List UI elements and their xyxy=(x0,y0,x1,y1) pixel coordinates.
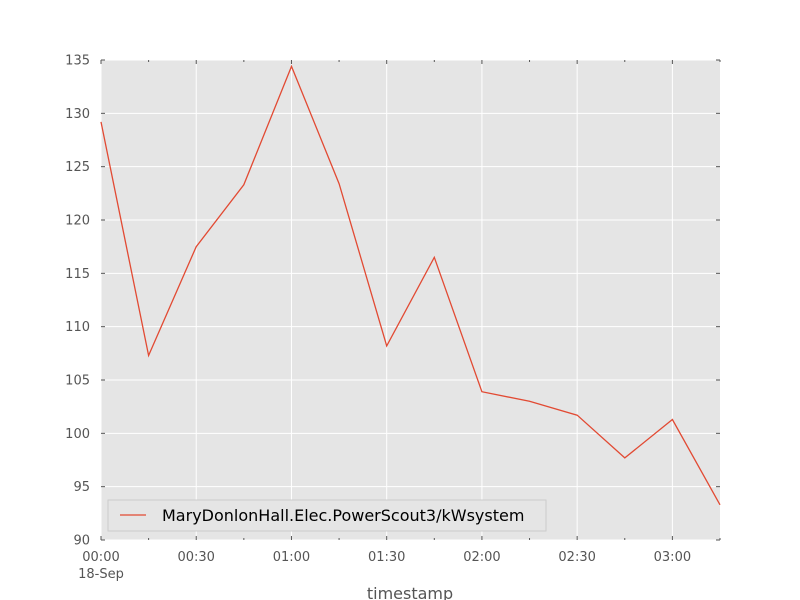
x-tick-label: 02:00 xyxy=(463,550,500,565)
y-tick-label: 100 xyxy=(65,427,90,442)
x-axis-label: timestamp xyxy=(367,584,453,600)
legend: MaryDonlonHall.Elec.PowerScout3/kWsystem xyxy=(107,499,547,532)
x-tick-sublabel: 18-Sep xyxy=(78,567,124,582)
y-tick-label: 90 xyxy=(73,534,90,549)
plot-area xyxy=(101,60,720,540)
x-tick-label: 00:30 xyxy=(177,550,214,565)
x-tick-label: 01:00 xyxy=(273,550,310,565)
y-tick-label: 130 xyxy=(65,107,90,122)
y-tick-label: 115 xyxy=(65,267,90,282)
x-tick-label: 03:00 xyxy=(654,550,691,565)
x-axis: 00:00 18-Sep 00:30 01:00 01:30 02:00 02:30 03:0… xyxy=(78,60,721,582)
y-tick-label: 105 xyxy=(65,374,90,389)
y-tick-label: 135 xyxy=(65,54,90,69)
y-tick-label: 110 xyxy=(65,320,90,335)
x-tick-label: 02:30 xyxy=(558,550,595,565)
legend-entry: MaryDonlonHall.Elec.PowerScout3/kWsystem xyxy=(162,506,524,525)
y-tick-label: 120 xyxy=(65,214,90,229)
y-tick-label: 95 xyxy=(73,480,90,495)
y-tick-label: 125 xyxy=(65,160,90,175)
x-tick-label: 01:30 xyxy=(368,550,405,565)
x-tick-label: 00:00 xyxy=(82,550,119,565)
series-line xyxy=(100,64,721,506)
legend-box xyxy=(107,499,547,532)
gridlines xyxy=(100,59,720,541)
y-axis: 90 95 100 105 110 115 120 125 130 135 xyxy=(65,54,720,549)
